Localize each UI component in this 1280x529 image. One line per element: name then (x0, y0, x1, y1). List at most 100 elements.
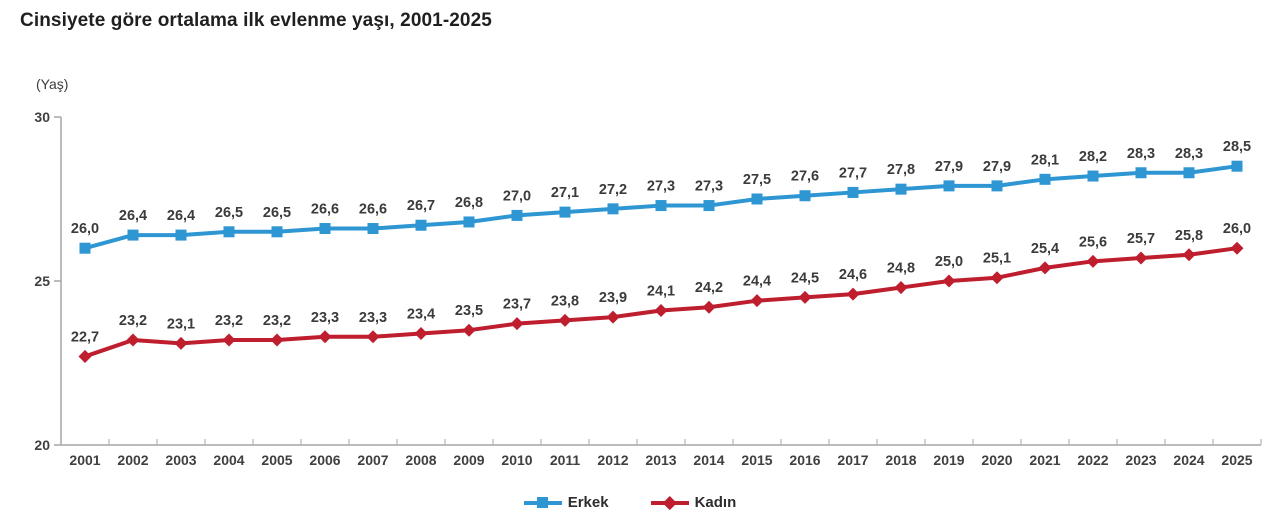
erkek-square-marker (1135, 167, 1147, 179)
x-tick-label: 2006 (309, 452, 340, 468)
kadin-value-label: 23,8 (551, 293, 579, 309)
kadin-diamond-marker (1182, 248, 1196, 262)
erkek-value-label: 26,5 (215, 205, 243, 221)
legend-label-kadin: Kadın (694, 494, 737, 511)
erkek-value-label: 27,3 (647, 179, 675, 195)
x-tick-label: 2021 (1029, 452, 1060, 468)
erkek-square-marker (559, 206, 571, 218)
erkek-value-label: 26,8 (455, 195, 483, 211)
chart-title: Cinsiyete göre ortalama ilk evlenme yaşı… (20, 10, 492, 31)
kadin-value-label: 24,6 (839, 267, 867, 283)
kadin-diamond-marker (318, 330, 332, 344)
erkek-square-marker (943, 180, 955, 192)
kadin-value-label: 23,7 (503, 297, 531, 313)
erkek-square-marker (271, 226, 283, 238)
kadin-diamond-marker (798, 290, 812, 304)
kadin-value-label: 26,0 (1223, 221, 1251, 237)
kadin-value-label: 23,9 (599, 290, 627, 306)
kadin-value-label: 25,8 (1175, 228, 1203, 244)
legend-label-erkek: Erkek (567, 494, 609, 511)
kadin-value-label: 23,2 (119, 313, 147, 329)
x-tick-label: 2007 (357, 452, 388, 468)
x-tick-label: 2013 (645, 452, 676, 468)
erkek-square-marker-icon (537, 497, 549, 508)
x-tick-label: 2014 (693, 452, 724, 468)
kadin-value-label: 24,4 (743, 274, 771, 290)
kadin-value-label: 23,2 (263, 313, 291, 329)
kadin-value-label: 25,7 (1127, 231, 1155, 247)
kadin-value-label: 23,1 (167, 316, 195, 332)
x-tick-label: 2019 (933, 452, 964, 468)
x-tick-label: 2005 (261, 452, 292, 468)
erkek-value-label: 27,9 (935, 159, 963, 175)
erkek-value-label: 26,6 (359, 202, 387, 218)
legend: Erkek Kadın (0, 494, 1270, 511)
kadin-diamond-marker (510, 317, 524, 331)
erkek-value-label: 26,5 (263, 205, 291, 221)
erkek-square-marker (895, 183, 907, 195)
erkek-value-label: 27,3 (695, 179, 723, 195)
x-tick-label: 2001 (69, 452, 100, 468)
kadin-diamond-marker (1134, 251, 1148, 265)
erkek-value-label: 26,7 (407, 198, 435, 214)
kadin-value-label: 25,4 (1031, 241, 1059, 257)
kadin-diamond-marker (366, 330, 380, 344)
erkek-value-label: 27,7 (839, 165, 867, 181)
erkek-value-label: 28,2 (1079, 149, 1107, 165)
erkek-square-marker (1087, 170, 1099, 182)
x-tick-label: 2015 (741, 452, 772, 468)
erkek-square-marker (127, 229, 139, 241)
erkek-square-marker (751, 193, 763, 205)
erkek-value-label: 27,5 (743, 172, 771, 188)
y-tick-label: 20 (34, 437, 50, 453)
erkek-square-marker (223, 226, 235, 238)
kadin-diamond-marker (894, 281, 908, 295)
kadin-diamond-marker (846, 287, 860, 301)
kadin-diamond-marker (558, 313, 572, 327)
erkek-value-label: 27,8 (887, 162, 915, 178)
x-tick-label: 2020 (981, 452, 1012, 468)
kadin-value-label: 24,2 (695, 280, 723, 296)
kadin-series-line (84, 246, 1238, 359)
erkek-value-label: 28,3 (1175, 146, 1203, 162)
kadin-value-label: 23,3 (311, 310, 339, 326)
x-tick-label: 2017 (837, 452, 868, 468)
kadin-value-label: 23,5 (455, 303, 483, 319)
erkek-square-marker (319, 223, 331, 235)
erkek-value-label: 28,3 (1127, 146, 1155, 162)
erkek-square-marker (1183, 167, 1195, 179)
kadin-diamond-marker (414, 326, 428, 340)
erkek-value-label: 27,6 (791, 169, 819, 185)
erkek-value-label: 28,5 (1223, 139, 1251, 155)
x-tick-label: 2002 (117, 452, 148, 468)
x-tick-label: 2022 (1077, 452, 1108, 468)
kadin-diamond-marker (126, 333, 140, 347)
erkek-square-marker (655, 200, 667, 212)
kadin-diamond-marker (78, 349, 92, 363)
kadin-diamond-marker (1038, 261, 1052, 275)
erkek-value-label: 26,4 (119, 208, 147, 224)
kadin-diamond-marker (990, 271, 1004, 285)
y-tick-label: 30 (34, 109, 50, 125)
x-tick-label: 2003 (165, 452, 196, 468)
x-tick-label: 2012 (597, 452, 628, 468)
erkek-square-marker (175, 229, 187, 241)
kadin-diamond-marker (462, 323, 476, 337)
erkek-value-label: 27,2 (599, 182, 627, 198)
kadin-value-label: 25,1 (983, 251, 1011, 267)
erkek-square-marker (703, 200, 715, 212)
erkek-legend-swatch (523, 496, 562, 509)
kadin-value-label: 23,4 (407, 306, 435, 322)
kadin-value-label: 22,7 (71, 329, 99, 345)
x-tick-label: 2009 (453, 452, 484, 468)
kadin-diamond-marker (750, 294, 764, 308)
erkek-value-label: 26,6 (311, 202, 339, 218)
erkek-value-label: 26,0 (71, 221, 99, 237)
kadin-diamond-marker (702, 300, 716, 314)
kadin-diamond-marker-icon (663, 496, 677, 510)
kadin-value-label: 23,2 (215, 313, 243, 329)
x-tick-label: 2023 (1125, 452, 1156, 468)
y-tick-label: 25 (34, 273, 50, 289)
erkek-square-marker (799, 190, 811, 202)
